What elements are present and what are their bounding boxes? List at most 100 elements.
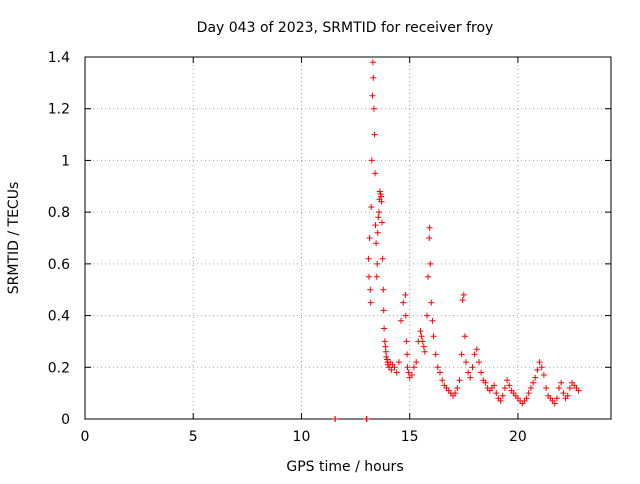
data-point: [417, 328, 424, 335]
data-point: [458, 351, 465, 358]
data-point: [398, 317, 404, 324]
data-point: [478, 369, 485, 376]
data-point: [437, 369, 443, 376]
y-tick-label: 1: [61, 153, 70, 169]
data-point: [378, 198, 385, 205]
data-point: [465, 369, 472, 376]
data-point: [421, 348, 428, 355]
data-point: [506, 382, 513, 389]
data-point: [454, 385, 461, 391]
data-point: [379, 255, 386, 262]
data-points: [332, 59, 582, 422]
data-point: [400, 299, 407, 306]
data-point: [393, 369, 400, 376]
data-point: [540, 372, 547, 378]
data-point: [501, 385, 508, 391]
data-point: [463, 359, 469, 366]
data-point: [532, 374, 539, 381]
data-point: [367, 286, 374, 293]
data-point: [403, 338, 410, 345]
data-point: [368, 204, 375, 210]
data-point: [363, 416, 370, 422]
data-point: [374, 260, 381, 267]
y-tick-label: 0.4: [48, 309, 70, 325]
data-point: [372, 222, 379, 229]
x-tick-label: 15: [401, 429, 419, 445]
x-tick-label: 20: [509, 429, 527, 445]
data-point: [439, 377, 446, 384]
data-point: [432, 351, 439, 358]
data-point: [369, 59, 376, 66]
data-point: [536, 359, 543, 366]
data-point: [527, 385, 534, 391]
data-point: [482, 379, 489, 386]
data-point: [499, 392, 506, 399]
data-point: [427, 260, 434, 267]
data-point: [460, 291, 467, 298]
data-point: [373, 240, 380, 247]
data-point: [332, 416, 339, 422]
y-tick-label: 0.6: [48, 257, 70, 273]
data-point: [556, 385, 562, 391]
data-point: [504, 377, 511, 384]
data-point: [371, 105, 377, 112]
data-point: [373, 273, 380, 280]
x-tick-label: 0: [81, 429, 90, 445]
plot-frame: [84, 56, 612, 420]
data-point: [384, 356, 390, 363]
data-point: [459, 297, 466, 304]
data-point: [376, 209, 382, 216]
data-point: [538, 364, 545, 371]
data-point: [404, 351, 411, 358]
data-point: [413, 359, 420, 366]
data-point: [558, 379, 565, 386]
data-point: [452, 390, 459, 397]
data-point: [380, 286, 387, 293]
data-point: [377, 191, 384, 197]
data-point: [434, 364, 441, 371]
data-point: [426, 224, 433, 231]
chart-title: Day 043 of 2023, SRMTID for receiver fro…: [197, 20, 494, 36]
x-tick-label: 5: [189, 429, 198, 445]
data-point: [408, 372, 415, 378]
data-point: [426, 235, 433, 241]
y-tick-label: 0.2: [48, 360, 70, 376]
data-point: [402, 312, 409, 319]
data-point: [411, 364, 417, 371]
data-point: [395, 359, 402, 366]
data-point: [469, 364, 476, 371]
data-point: [429, 317, 436, 324]
data-point: [575, 387, 582, 394]
data-point: [566, 385, 573, 391]
data-point: [368, 157, 375, 164]
y-axis-label: SRMTID / TECUs: [6, 182, 22, 295]
data-point: [456, 377, 463, 384]
data-point: [523, 395, 530, 402]
data-point: [381, 338, 388, 345]
data-point: [418, 333, 425, 340]
data-point: [420, 343, 427, 350]
grid-lines: [85, 57, 611, 419]
data-point: [380, 307, 387, 314]
data-point: [372, 170, 379, 177]
data-point: [382, 348, 389, 355]
data-point: [366, 273, 372, 280]
data-point: [388, 366, 395, 373]
data-point: [419, 338, 426, 345]
data-point: [534, 366, 541, 373]
data-point: [382, 343, 389, 350]
x-tick-label: 10: [293, 429, 311, 445]
y-tick-label: 1.4: [48, 50, 70, 66]
data-point: [491, 382, 498, 389]
data-point: [383, 353, 390, 360]
data-point: [365, 255, 372, 262]
data-point: [493, 390, 500, 397]
data-point: [379, 219, 385, 226]
data-point: [370, 74, 377, 81]
data-point: [367, 299, 374, 306]
data-point: [476, 359, 482, 366]
data-point: [369, 92, 376, 99]
data-point: [381, 325, 388, 332]
